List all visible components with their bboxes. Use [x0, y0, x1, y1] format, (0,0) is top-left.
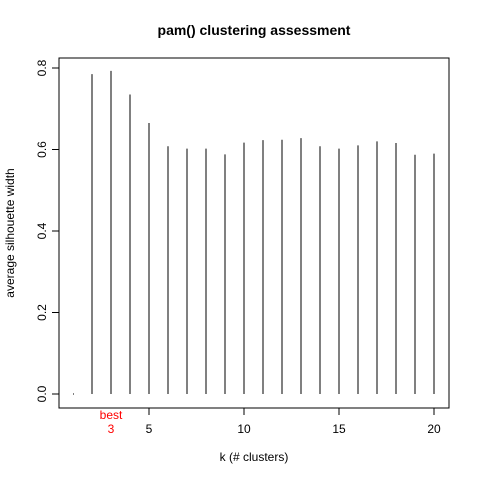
- y-tick-label: 0.2: [35, 304, 49, 321]
- chart-title: pam() clustering assessment: [158, 22, 351, 38]
- x-axis-label: k (# clusters): [220, 450, 289, 464]
- y-tick-label: 0.4: [35, 222, 49, 239]
- y-tick-label: 0.8: [35, 59, 49, 76]
- plot-frame: [58, 57, 450, 409]
- best-label: best: [100, 408, 123, 422]
- y-axis-label: average silhouette width: [3, 168, 17, 297]
- bars-group: [73, 70, 435, 395]
- y-axis: 0.0 0.2 0.4 0.6 0.8: [35, 59, 60, 402]
- x-axis: 5 10 15 20: [146, 407, 441, 436]
- y-tick-label: 0.6: [35, 141, 49, 158]
- x-tick-label: 15: [332, 422, 346, 436]
- y-tick-label: 0.0: [35, 385, 49, 402]
- x-tick-label: 5: [146, 422, 153, 436]
- x-tick-label: 10: [237, 422, 251, 436]
- best-k-label: 3: [108, 422, 115, 436]
- x-tick-label: 20: [427, 422, 441, 436]
